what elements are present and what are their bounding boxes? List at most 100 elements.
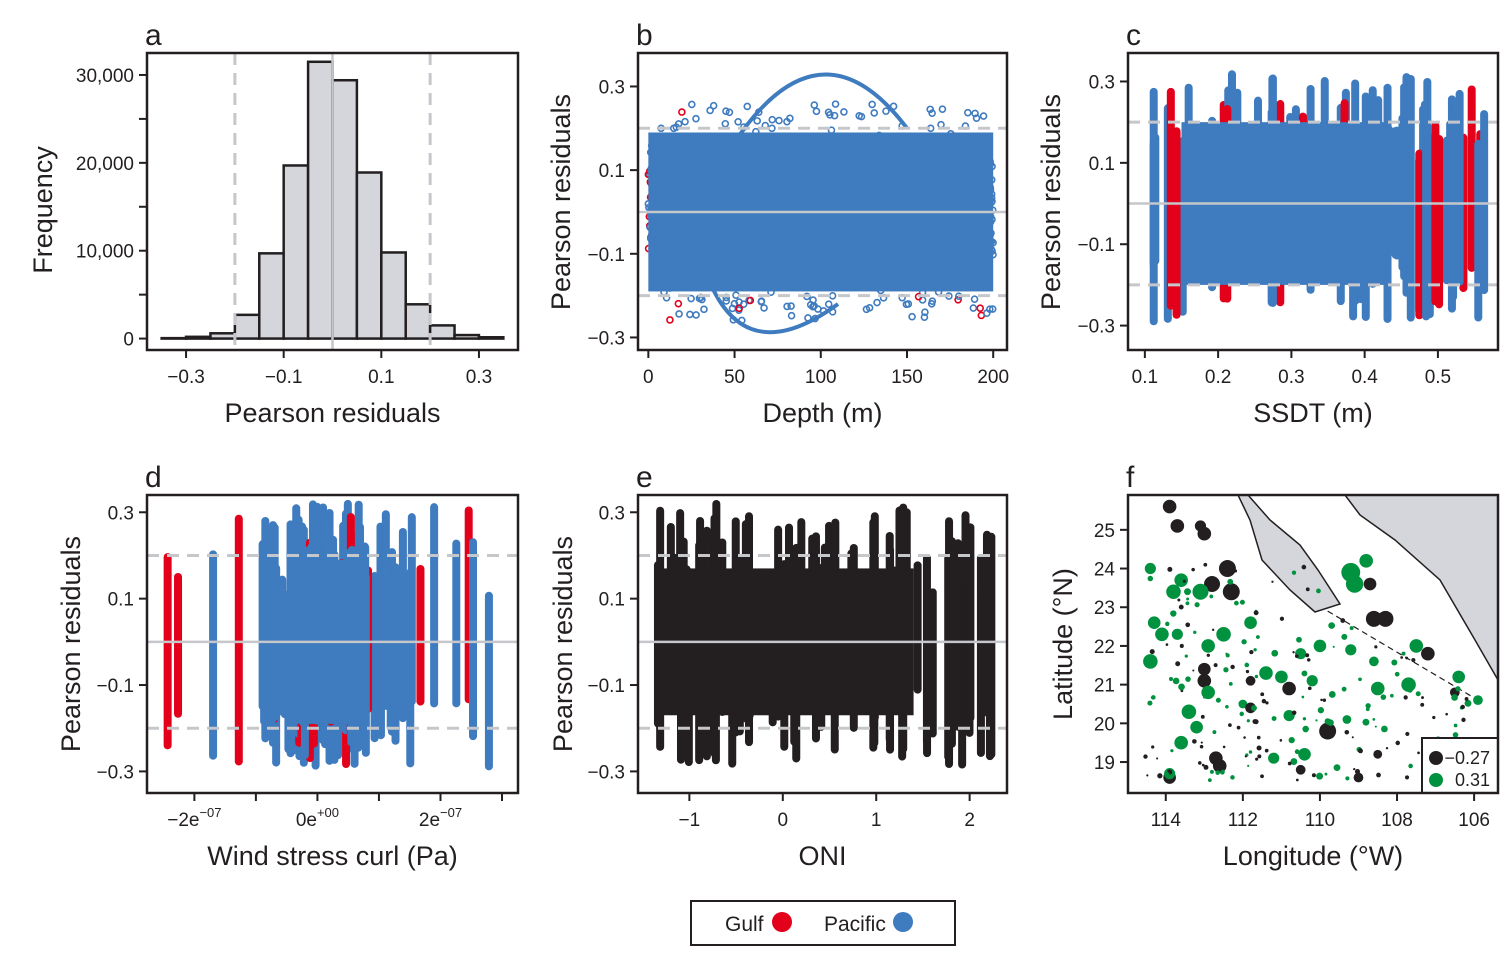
data-point [830, 293, 836, 299]
data-point [1229, 682, 1233, 686]
data-point [1171, 519, 1185, 533]
y-tick-label: 20,000 [76, 154, 134, 175]
x-tick-label: 0.3 [466, 367, 492, 388]
data-point [1395, 741, 1400, 746]
data-point [1461, 705, 1465, 709]
data-point [744, 103, 750, 109]
data-point [722, 121, 728, 127]
data-point [1272, 716, 1277, 721]
data-point [1192, 739, 1197, 744]
data-point [871, 110, 877, 116]
data-point [776, 118, 782, 124]
histogram-bar [406, 304, 430, 338]
data-point [1216, 698, 1221, 703]
y-tick-label: 24 [1094, 560, 1116, 581]
y-tick-label: −0.1 [587, 676, 625, 697]
y-axis-title: Latitude (°N) [1048, 568, 1078, 720]
tick-base: 0e [296, 810, 317, 831]
data-point [1249, 750, 1252, 753]
data-point [1230, 775, 1234, 779]
data-point [1170, 749, 1173, 752]
data-point [1249, 650, 1253, 654]
data-point [1190, 721, 1203, 734]
data-point [682, 119, 688, 125]
data-point [1301, 670, 1307, 676]
data-point [1288, 762, 1292, 766]
panel-label: e [636, 461, 653, 494]
y-tick-label: 10,000 [76, 242, 134, 263]
data-point [874, 300, 880, 306]
data-point [1341, 634, 1347, 640]
x-tick-label: 2 [964, 810, 975, 831]
data-point [1247, 719, 1250, 722]
data-point [1327, 719, 1334, 726]
x-tick-label: 110 [1305, 810, 1335, 831]
data-point [1473, 695, 1483, 705]
data-point [1320, 699, 1323, 702]
tick-exponent: −07 [440, 805, 462, 820]
data-point [1342, 687, 1347, 692]
data-point [1400, 656, 1403, 659]
panel-label: d [145, 461, 162, 494]
data-point [1262, 699, 1266, 703]
legend-label-gulf: Gulf [725, 913, 764, 936]
data-point [1202, 764, 1205, 767]
data-point [1358, 677, 1362, 681]
data-point [1206, 643, 1208, 645]
x-tick-label: 106 [1458, 810, 1490, 831]
y-tick-label: 0.1 [108, 590, 134, 611]
data-point [1362, 719, 1369, 726]
data-point [833, 101, 839, 107]
data-point [701, 306, 707, 312]
histogram-bar [210, 333, 234, 338]
data-point [1177, 599, 1180, 602]
plot-area [147, 504, 518, 766]
data-point [1143, 654, 1158, 669]
plot-area [638, 504, 1007, 765]
y-tick-label: 19 [1094, 753, 1115, 774]
x-tick-label: 0.5 [1425, 367, 1451, 388]
y-tick-label: −0.1 [1077, 235, 1115, 256]
data-point [1334, 764, 1341, 771]
data-point [1325, 773, 1328, 776]
data-point [1307, 675, 1318, 686]
data-point [1355, 769, 1360, 774]
data-point [1345, 730, 1350, 735]
data-point [1225, 705, 1229, 709]
data-point [1182, 704, 1197, 719]
y-tick-label: −0.3 [587, 328, 625, 349]
data-point [1174, 736, 1188, 750]
data-point [1163, 500, 1177, 514]
data-point [1417, 752, 1420, 755]
tick-base: −2e [167, 810, 199, 831]
tick-exponent: +00 [317, 805, 339, 820]
data-point [1316, 773, 1323, 780]
data-point [965, 110, 971, 116]
data-point [1421, 696, 1424, 699]
data-point [1173, 678, 1180, 685]
histogram-bar [479, 337, 503, 338]
data-point [1223, 746, 1226, 749]
data-point [1167, 567, 1172, 572]
y-tick-label: 0.3 [599, 77, 625, 98]
data-point [1208, 778, 1212, 782]
data-point [1234, 569, 1237, 572]
data-point [1280, 617, 1284, 621]
y-axis-title: Pearson residuals [548, 536, 578, 752]
data-point [1254, 610, 1259, 615]
data-point [1271, 650, 1278, 657]
data-point [1295, 654, 1299, 658]
data-point [1461, 718, 1465, 722]
y-axis-title: Pearson residuals [1036, 94, 1066, 310]
panel-label: b [636, 19, 653, 52]
y-tick-label: −0.1 [587, 245, 625, 266]
data-point [1157, 773, 1162, 778]
data-point [1246, 676, 1256, 686]
map-legend-marker [1429, 773, 1443, 787]
data-point [1386, 747, 1388, 749]
x-tick-label: 0 [778, 810, 789, 831]
data-point [1308, 686, 1312, 690]
